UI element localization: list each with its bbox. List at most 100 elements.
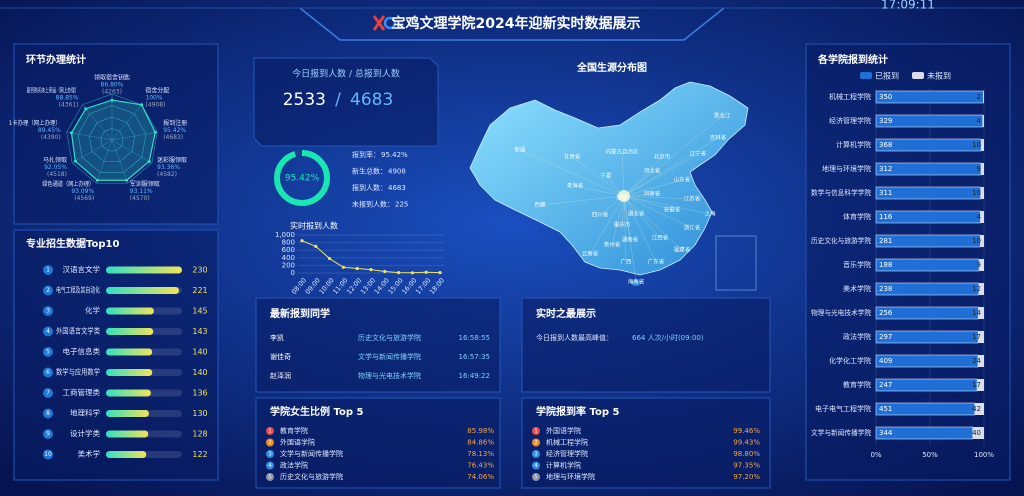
major-name: 电子信息类 — [63, 346, 101, 356]
stat-label: 报到率： — [352, 150, 380, 159]
bar — [106, 266, 182, 274]
flow-line — [623, 195, 693, 229]
flow-line — [589, 195, 625, 255]
page-title: 宝鸡文理学院2024年迎新实时数据展示 — [392, 15, 641, 32]
bar-value: 329 — [879, 117, 892, 125]
radar-axis — [111, 131, 158, 141]
flow-line — [623, 153, 699, 197]
point — [341, 265, 345, 269]
bar-value: 136 — [192, 389, 207, 398]
region-label: 海南省 — [628, 278, 645, 286]
major-name: 工商管理类 — [63, 387, 101, 397]
bar-unreported — [982, 115, 984, 127]
bar-value: 2 — [977, 93, 981, 101]
college-name: 音乐学院 — [843, 260, 871, 269]
radar-rate: 95.42% — [163, 127, 186, 134]
radar-grid — [77, 105, 147, 173]
radar-count: (4263) — [102, 89, 122, 96]
rank-badge — [532, 473, 540, 481]
peak-value: 664 人次/小时(09:00) — [632, 333, 704, 342]
stat-value: 4908 — [388, 168, 406, 176]
major-name: 数学与应用数学 — [56, 367, 100, 377]
bar-value: 4 — [977, 117, 982, 125]
bar-value: 122 — [192, 450, 207, 459]
rank: 1 — [268, 429, 272, 435]
rank-badge — [43, 265, 53, 275]
college-name: 机械工程学院 — [546, 438, 588, 447]
radar-point — [110, 98, 114, 102]
bar-unreported — [974, 403, 984, 415]
legend-label: 未报到 — [927, 71, 951, 81]
panel-title: 环节办理统计 — [26, 53, 86, 66]
radar-point — [140, 103, 144, 107]
major-name: 设计学类 — [70, 428, 100, 438]
legend-label: 已报到 — [875, 71, 899, 81]
region-label: 云南省 — [582, 250, 599, 258]
latest-cell: 文学与新闻传播学院 — [358, 352, 421, 361]
x-tick-label: 50% — [922, 451, 938, 459]
map-title: 全国生源分布图 — [576, 61, 647, 74]
logo — [372, 15, 397, 31]
radar-point — [153, 130, 157, 134]
ring-label: 95.42% — [285, 174, 320, 184]
region-label: 河北省 — [644, 167, 661, 175]
radar-axis — [82, 104, 113, 141]
stat-value: 225 — [395, 201, 408, 209]
chart-title: 实时报到人数 — [290, 221, 338, 231]
x-tick-label: 0% — [870, 451, 881, 459]
bar — [106, 328, 154, 335]
region-label: 西藏 — [534, 201, 546, 209]
bar-value: 4 — [977, 213, 982, 221]
rank: 4 — [534, 463, 538, 469]
radar-point — [95, 178, 99, 182]
stat-label: 未报到人数： — [352, 200, 394, 209]
college-name: 历史文化与旅游学院 — [280, 472, 343, 481]
y-tick-label: 800 — [282, 239, 295, 247]
bar-unreported — [983, 91, 984, 103]
flow-line — [623, 156, 663, 197]
radar-area — [70, 99, 156, 181]
radar-axis — [111, 139, 152, 164]
rank: 7 — [46, 390, 50, 397]
latest-cell: 赵泽润 — [270, 371, 291, 380]
clock: 17:09:11 — [881, 0, 935, 12]
college-value: 98.80% — [733, 450, 760, 458]
bar-value: 14 — [972, 309, 981, 317]
flow-line — [623, 195, 711, 215]
bar-value: 17 — [972, 381, 981, 389]
radar-rate: 93.36% — [157, 164, 180, 171]
rank: 2 — [46, 287, 50, 294]
rank: 1 — [534, 429, 538, 435]
region-label: 广东省 — [648, 258, 665, 266]
china-map — [469, 81, 749, 276]
rank-badge — [43, 306, 53, 316]
radar-count: (4570) — [130, 195, 150, 202]
rank: 6 — [46, 369, 50, 376]
y-tick-label: 600 — [282, 246, 295, 254]
bar-value: 256 — [879, 309, 893, 317]
bar-value: 140 — [192, 348, 207, 357]
flow-line — [611, 195, 625, 246]
latest-cell: 李凯 — [270, 333, 284, 342]
y-tick-label: 1,000 — [275, 231, 295, 239]
today-count: 2533 — [283, 90, 326, 110]
region-label: 山东省 — [674, 176, 691, 184]
bar-value: 451 — [879, 405, 892, 413]
rank-badge — [266, 427, 274, 435]
region-label: 安徽省 — [664, 206, 681, 214]
bar-unreported — [981, 139, 984, 151]
radar-grid — [66, 93, 158, 184]
y-tick-label: 200 — [282, 261, 295, 269]
ring-arc — [274, 150, 330, 206]
bar — [106, 369, 153, 376]
bar-unreported — [978, 283, 984, 295]
flow-line — [519, 149, 625, 197]
bar-value: 9 — [977, 165, 981, 173]
radar-label: 绿色通道（网上办理） — [42, 180, 94, 188]
region-label: 辽宁省 — [690, 150, 707, 158]
region-label: 江西省 — [652, 234, 669, 242]
bar-unreported — [978, 355, 984, 367]
rank-badge — [43, 367, 53, 378]
point — [314, 244, 318, 248]
college-name: 文学与新闻传播学院 — [280, 449, 343, 458]
